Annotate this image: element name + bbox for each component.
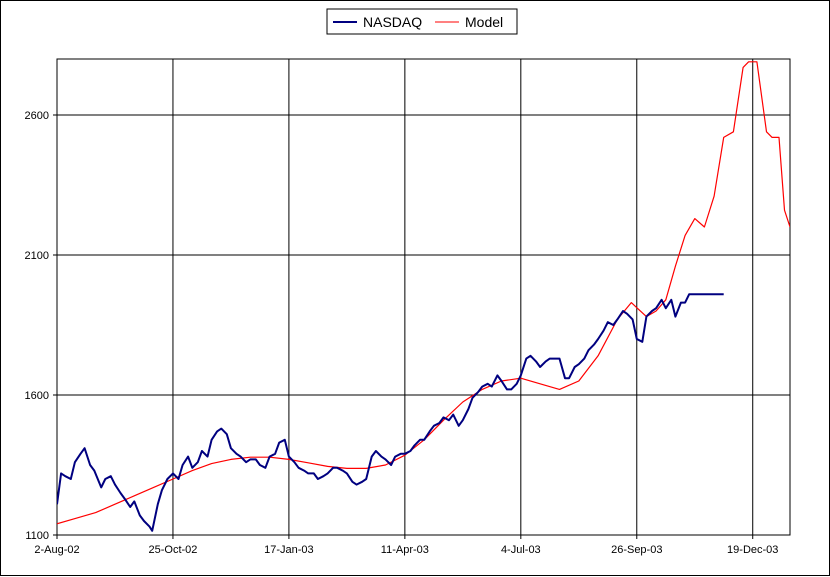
legend: NASDAQ Model [326, 8, 518, 35]
x-tick-label: 11-Apr-03 [381, 544, 429, 556]
x-tick-label: 4-Jul-03 [501, 544, 541, 556]
legend-box [326, 8, 518, 35]
y-tick-label: 2600 [25, 110, 49, 122]
x-tick-label: 19-Dec-03 [727, 544, 778, 556]
legend-label-nasdaq: NASDAQ [363, 14, 422, 30]
series-line-nasdaq [57, 293, 724, 532]
x-tick-label: 2-Aug-02 [34, 544, 79, 556]
x-tick-label: 25-Oct-02 [148, 544, 197, 556]
x-tick-label: 26-Sep-03 [611, 544, 662, 556]
y-tick-label: 1100 [25, 530, 49, 542]
series-line-model [57, 61, 790, 525]
y-tick-label: 1600 [25, 390, 49, 402]
plot-area [56, 58, 791, 536]
legend-label-model: Model [465, 14, 503, 30]
y-tick-label: 2100 [25, 250, 49, 262]
x-tick-label: 17-Jan-03 [264, 544, 314, 556]
